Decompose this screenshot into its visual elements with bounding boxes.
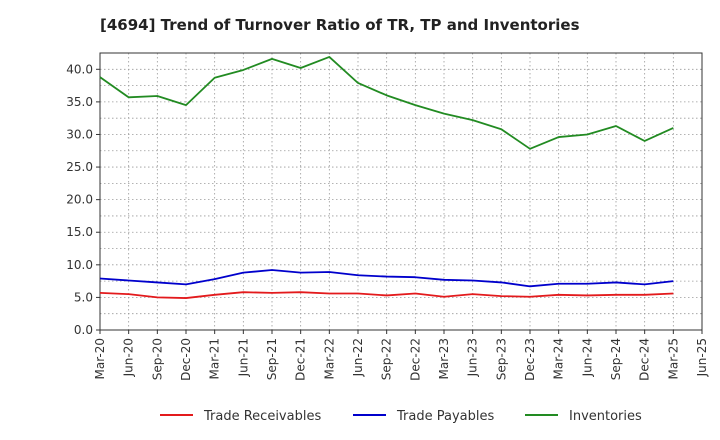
plot-frame	[99, 52, 703, 331]
legend-label: Trade Receivables	[203, 409, 321, 424]
series-line-trade-receivables	[99, 291, 674, 299]
y-tick-label: 10.0	[66, 258, 93, 272]
x-tick-label: Dec-22	[408, 338, 422, 381]
series-group	[99, 56, 674, 299]
y-tick-label: 15.0	[66, 225, 93, 239]
x-tick-label: Mar-20	[93, 338, 107, 379]
series-line-inventories	[99, 56, 674, 150]
x-tick-label: Sep-22	[380, 338, 394, 380]
x-tick-label: Mar-24	[552, 338, 566, 379]
chart-title: [4694] Trend of Turnover Ratio of TR, TP…	[100, 16, 580, 34]
x-tick-label: Sep-21	[265, 338, 279, 380]
x-tick-label: Jun-25	[695, 338, 709, 377]
x-tick-label: Jun-20	[122, 338, 136, 377]
x-tick-label: Dec-23	[523, 338, 537, 381]
y-tick-label: 25.0	[66, 160, 93, 174]
x-tick-label: Sep-23	[494, 338, 508, 380]
y-axis: 0.0 5.0 10.0 15.0 20.0 25.0 30.0 35.0 40.0	[66, 62, 100, 337]
x-tick-label: Sep-20	[150, 338, 164, 380]
x-tick-label: Dec-24	[638, 338, 652, 381]
series-line-trade-payables	[99, 269, 674, 288]
x-tick-label: Dec-21	[294, 338, 308, 381]
x-tick-label: Mar-21	[208, 338, 222, 379]
x-tick-label: Dec-20	[179, 338, 193, 381]
y-tick-label: 35.0	[66, 95, 93, 109]
legend-label: Trade Payables	[396, 409, 494, 424]
x-axis: Mar-20 Jun-20 Sep-20 Dec-20 Mar-21 Jun-21 Sep-…	[93, 330, 709, 381]
legend: Trade Receivables Trade Payables Inventori…	[160, 409, 642, 424]
x-tick-label: Mar-23	[437, 338, 451, 379]
legend-label: Inventories	[569, 409, 642, 424]
x-tick-label: Jun-23	[466, 338, 480, 377]
x-tick-label: Mar-25	[666, 338, 680, 379]
grid	[99, 52, 703, 331]
x-tick-label: Sep-24	[609, 338, 623, 380]
y-tick-label: 20.0	[66, 193, 93, 207]
x-tick-label: Jun-22	[351, 338, 365, 377]
x-tick-label: Jun-21	[236, 338, 250, 377]
y-tick-label: 40.0	[66, 62, 93, 76]
y-tick-label: 30.0	[66, 127, 93, 141]
y-tick-label: 5.0	[74, 290, 93, 304]
y-tick-label: 0.0	[74, 323, 93, 337]
x-tick-label: Jun-24	[580, 338, 594, 377]
x-tick-label: Mar-22	[322, 338, 336, 379]
